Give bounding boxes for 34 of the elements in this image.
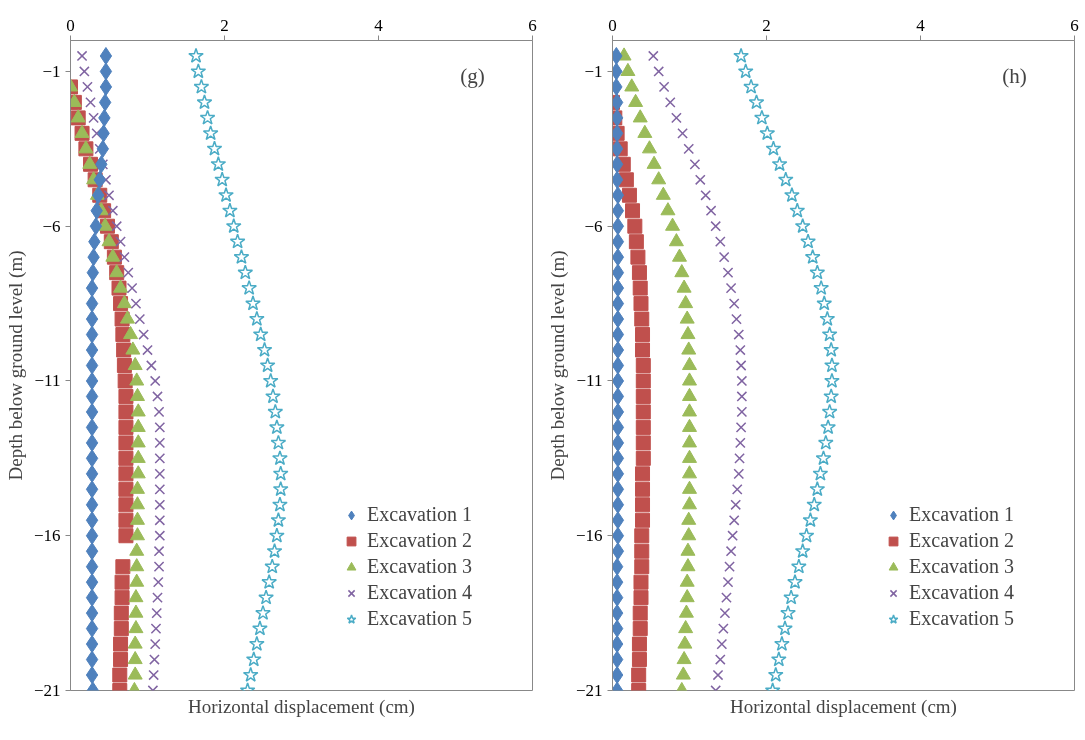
y-tick-label: −11 [34,371,61,391]
y-axis-title: Depth below ground level (m) [546,250,569,481]
x-tick-label: 0 [66,15,75,35]
y-tick-label: −16 [575,526,603,546]
legend-label: Excavation 5 [909,607,1014,630]
x-tick-label: 6 [528,15,537,35]
x-tick-label: 0 [608,15,617,35]
x-tick-label: 2 [762,15,771,35]
y-tick-label: −21 [575,681,603,700]
annotation: (g) [460,64,485,89]
legend-label: Excavation 3 [909,555,1014,578]
legend-label: Excavation 1 [367,503,472,526]
legend-label: Excavation 4 [909,581,1014,604]
legend-label: Excavation 4 [367,581,472,604]
annotation: (h) [1002,64,1027,89]
x-tick-label: 6 [1070,15,1079,35]
y-tick-label: −6 [584,216,603,236]
x-tick-label: 4 [916,15,926,35]
x-tick-label: 4 [374,15,384,35]
legend-label: Excavation 5 [367,607,472,630]
y-tick-label: −1 [42,61,61,81]
y-tick-label: −1 [584,61,603,81]
y-tick-label: −21 [33,681,61,700]
y-tick-label: −11 [576,371,603,391]
y-tick-label: −16 [33,526,61,546]
x-axis-title: Horizontal displacement (cm) [188,695,415,718]
legend-label: Excavation 2 [367,529,472,552]
legend-label: Excavation 2 [909,529,1014,552]
x-axis-title: Horizontal displacement (cm) [730,695,957,718]
y-axis-title: Depth below ground level (m) [4,250,27,481]
y-tick-label: −6 [42,216,61,236]
x-tick-label: 2 [220,15,229,35]
legend-label: Excavation 1 [909,503,1014,526]
legend-label: Excavation 3 [367,555,472,578]
